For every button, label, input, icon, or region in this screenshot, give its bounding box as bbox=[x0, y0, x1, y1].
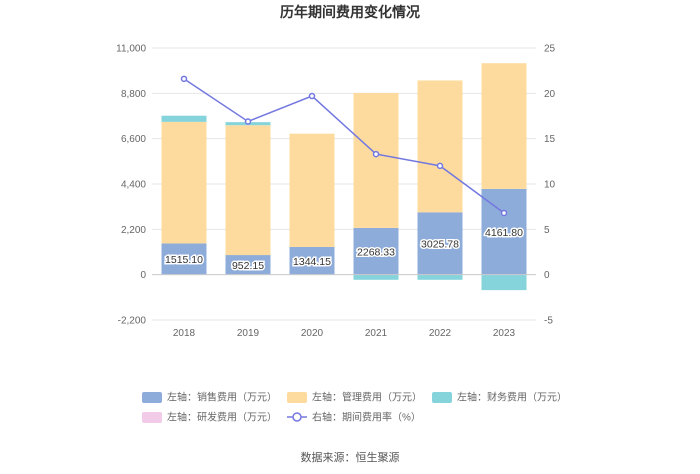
legend-label: 左轴：研发费用（万元） bbox=[167, 411, 277, 424]
y-left-tick-label: 11,000 bbox=[116, 44, 146, 55]
bar-data-label: 1515.10 bbox=[165, 254, 203, 266]
y-right-tick-label: -5 bbox=[544, 316, 553, 327]
y-left-tick-label: -2,200 bbox=[118, 316, 147, 327]
bar-segment bbox=[225, 255, 271, 275]
legend-label: 右轴：期间费用率（%） bbox=[312, 411, 421, 424]
bar-segment bbox=[417, 212, 463, 275]
y-right-tick-label: 5 bbox=[544, 225, 550, 236]
rate-line-path bbox=[183, 78, 505, 214]
rate-line-point bbox=[436, 162, 444, 170]
y-right-tick-label: 15 bbox=[544, 134, 556, 145]
y-right-axis: 25 20 15 10 5 0 -5 bbox=[544, 44, 556, 327]
bar-segment bbox=[161, 115, 207, 122]
legend: 左轴：销售费用（万元） 左轴：管理费用（万元） 左轴：财务费用（万元） 左轴：研发费用… bbox=[142, 391, 567, 424]
legend-label: 左轴：财务费用（万元） bbox=[457, 391, 567, 404]
x-tick-label: 2018 bbox=[173, 328, 196, 339]
bar-segment bbox=[353, 92, 399, 228]
bar-segment bbox=[353, 227, 399, 275]
bar-segment bbox=[289, 246, 335, 275]
rate-line-point bbox=[372, 150, 380, 158]
x-tick-label: 2023 bbox=[493, 328, 516, 339]
y-left-tick-label: 8,800 bbox=[121, 89, 146, 100]
bar-segment bbox=[225, 125, 271, 256]
rate-line-point bbox=[308, 92, 316, 100]
bar-segment bbox=[161, 121, 207, 244]
legend-swatch bbox=[142, 412, 162, 423]
bar-data-label: 1344.15 bbox=[293, 256, 331, 268]
x-tick-label: 2022 bbox=[429, 328, 452, 339]
bar-data-label: 4161.80 bbox=[485, 227, 523, 239]
rate-line-point bbox=[244, 118, 252, 125]
bars bbox=[161, 63, 527, 291]
rate-line bbox=[180, 75, 508, 217]
bar-segment bbox=[289, 133, 335, 247]
bar-segment bbox=[417, 80, 463, 213]
bar-segment bbox=[481, 188, 527, 275]
chart-title: 历年期间费用变化情况 bbox=[280, 4, 420, 20]
bar-segment bbox=[481, 63, 527, 189]
legend-swatch-dot bbox=[292, 412, 302, 422]
bar-segment bbox=[161, 243, 207, 275]
y-right-tick-label: 20 bbox=[544, 89, 556, 100]
y-left-axis: 11,000 8,800 6,600 4,400 2,200 0 -2,200 bbox=[116, 44, 146, 327]
source-note: 数据来源：恒生聚源 bbox=[301, 450, 400, 464]
bar-segment bbox=[481, 274, 527, 291]
legend-swatch bbox=[142, 392, 162, 403]
y-right-tick-label: 0 bbox=[544, 270, 550, 281]
y-right-tick-label: 25 bbox=[544, 44, 556, 55]
y-left-tick-label: 6,600 bbox=[121, 134, 146, 145]
x-axis: 2018 2019 2020 2021 2022 2023 bbox=[173, 328, 516, 339]
bar-data-label: 952.15 bbox=[232, 260, 264, 272]
x-tick-label: 2019 bbox=[237, 328, 260, 339]
legend-swatch bbox=[432, 392, 452, 403]
x-tick-label: 2020 bbox=[301, 328, 324, 339]
y-left-tick-label: 4,400 bbox=[121, 180, 146, 191]
data-labels: 1515.10 952.15 1344.15 2268.33 3025.78 4161.8… bbox=[164, 225, 525, 273]
y-left-tick-label: 0 bbox=[140, 270, 146, 281]
grid bbox=[152, 47, 536, 321]
x-tick-label: 2021 bbox=[365, 328, 388, 339]
legend-label: 左轴：销售费用（万元） bbox=[167, 391, 277, 404]
rate-line-point bbox=[180, 75, 188, 83]
bar-data-label: 2268.33 bbox=[357, 246, 395, 258]
rate-line-point bbox=[500, 209, 508, 217]
legend-swatch bbox=[287, 392, 307, 403]
bar-segment bbox=[417, 274, 463, 280]
bar-segment bbox=[353, 274, 399, 280]
y-left-tick-label: 2,200 bbox=[121, 225, 146, 236]
y-right-tick-label: 10 bbox=[544, 180, 556, 191]
bar-data-label: 3025.78 bbox=[421, 238, 459, 250]
legend-label: 左轴：管理费用（万元） bbox=[312, 391, 422, 404]
